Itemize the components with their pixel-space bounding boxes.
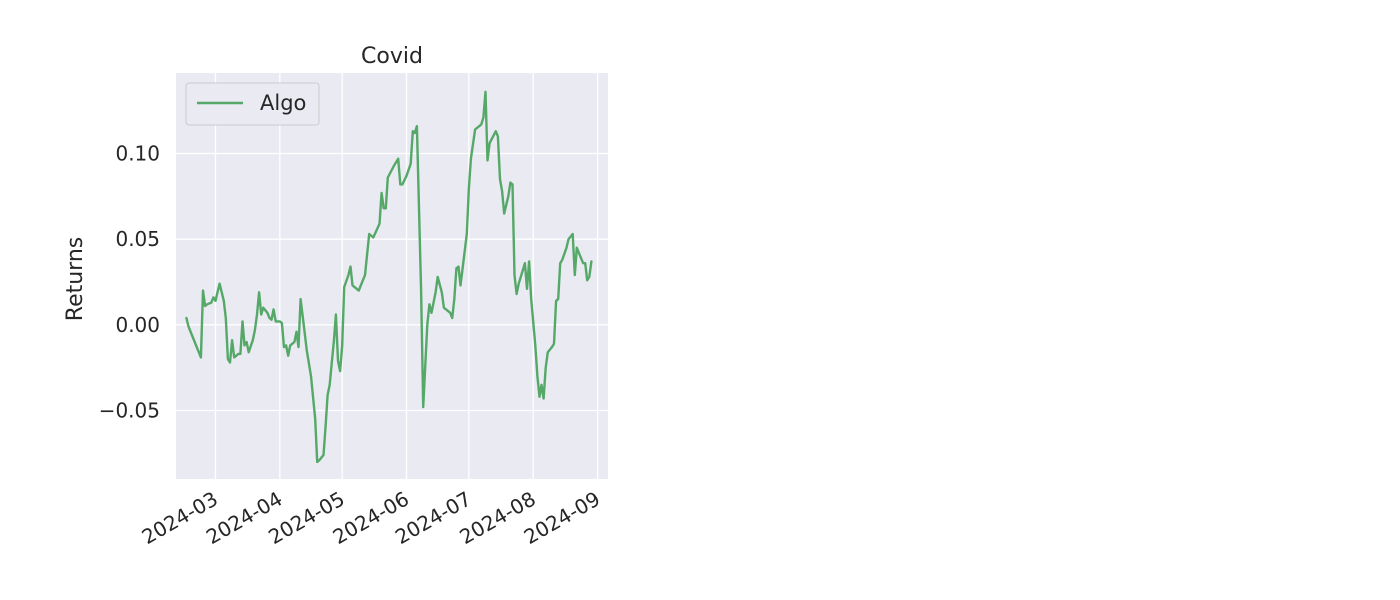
y-tick-label: −0.05 (99, 398, 160, 422)
legend-label-algo: Algo (260, 91, 306, 115)
y-tick-label: 0.05 (115, 227, 160, 251)
plot-area (176, 73, 608, 479)
legend-box (185, 82, 320, 126)
y-tick-label: 0.00 (115, 313, 160, 337)
y-tick-label: 0.10 (115, 142, 160, 166)
legend: Algo (185, 82, 320, 126)
series-line-algo (185, 90, 593, 464)
series-lines (185, 90, 593, 464)
y-axis-label: Returns (63, 237, 88, 321)
grid (176, 73, 608, 479)
chart-title: Covid (361, 44, 423, 69)
